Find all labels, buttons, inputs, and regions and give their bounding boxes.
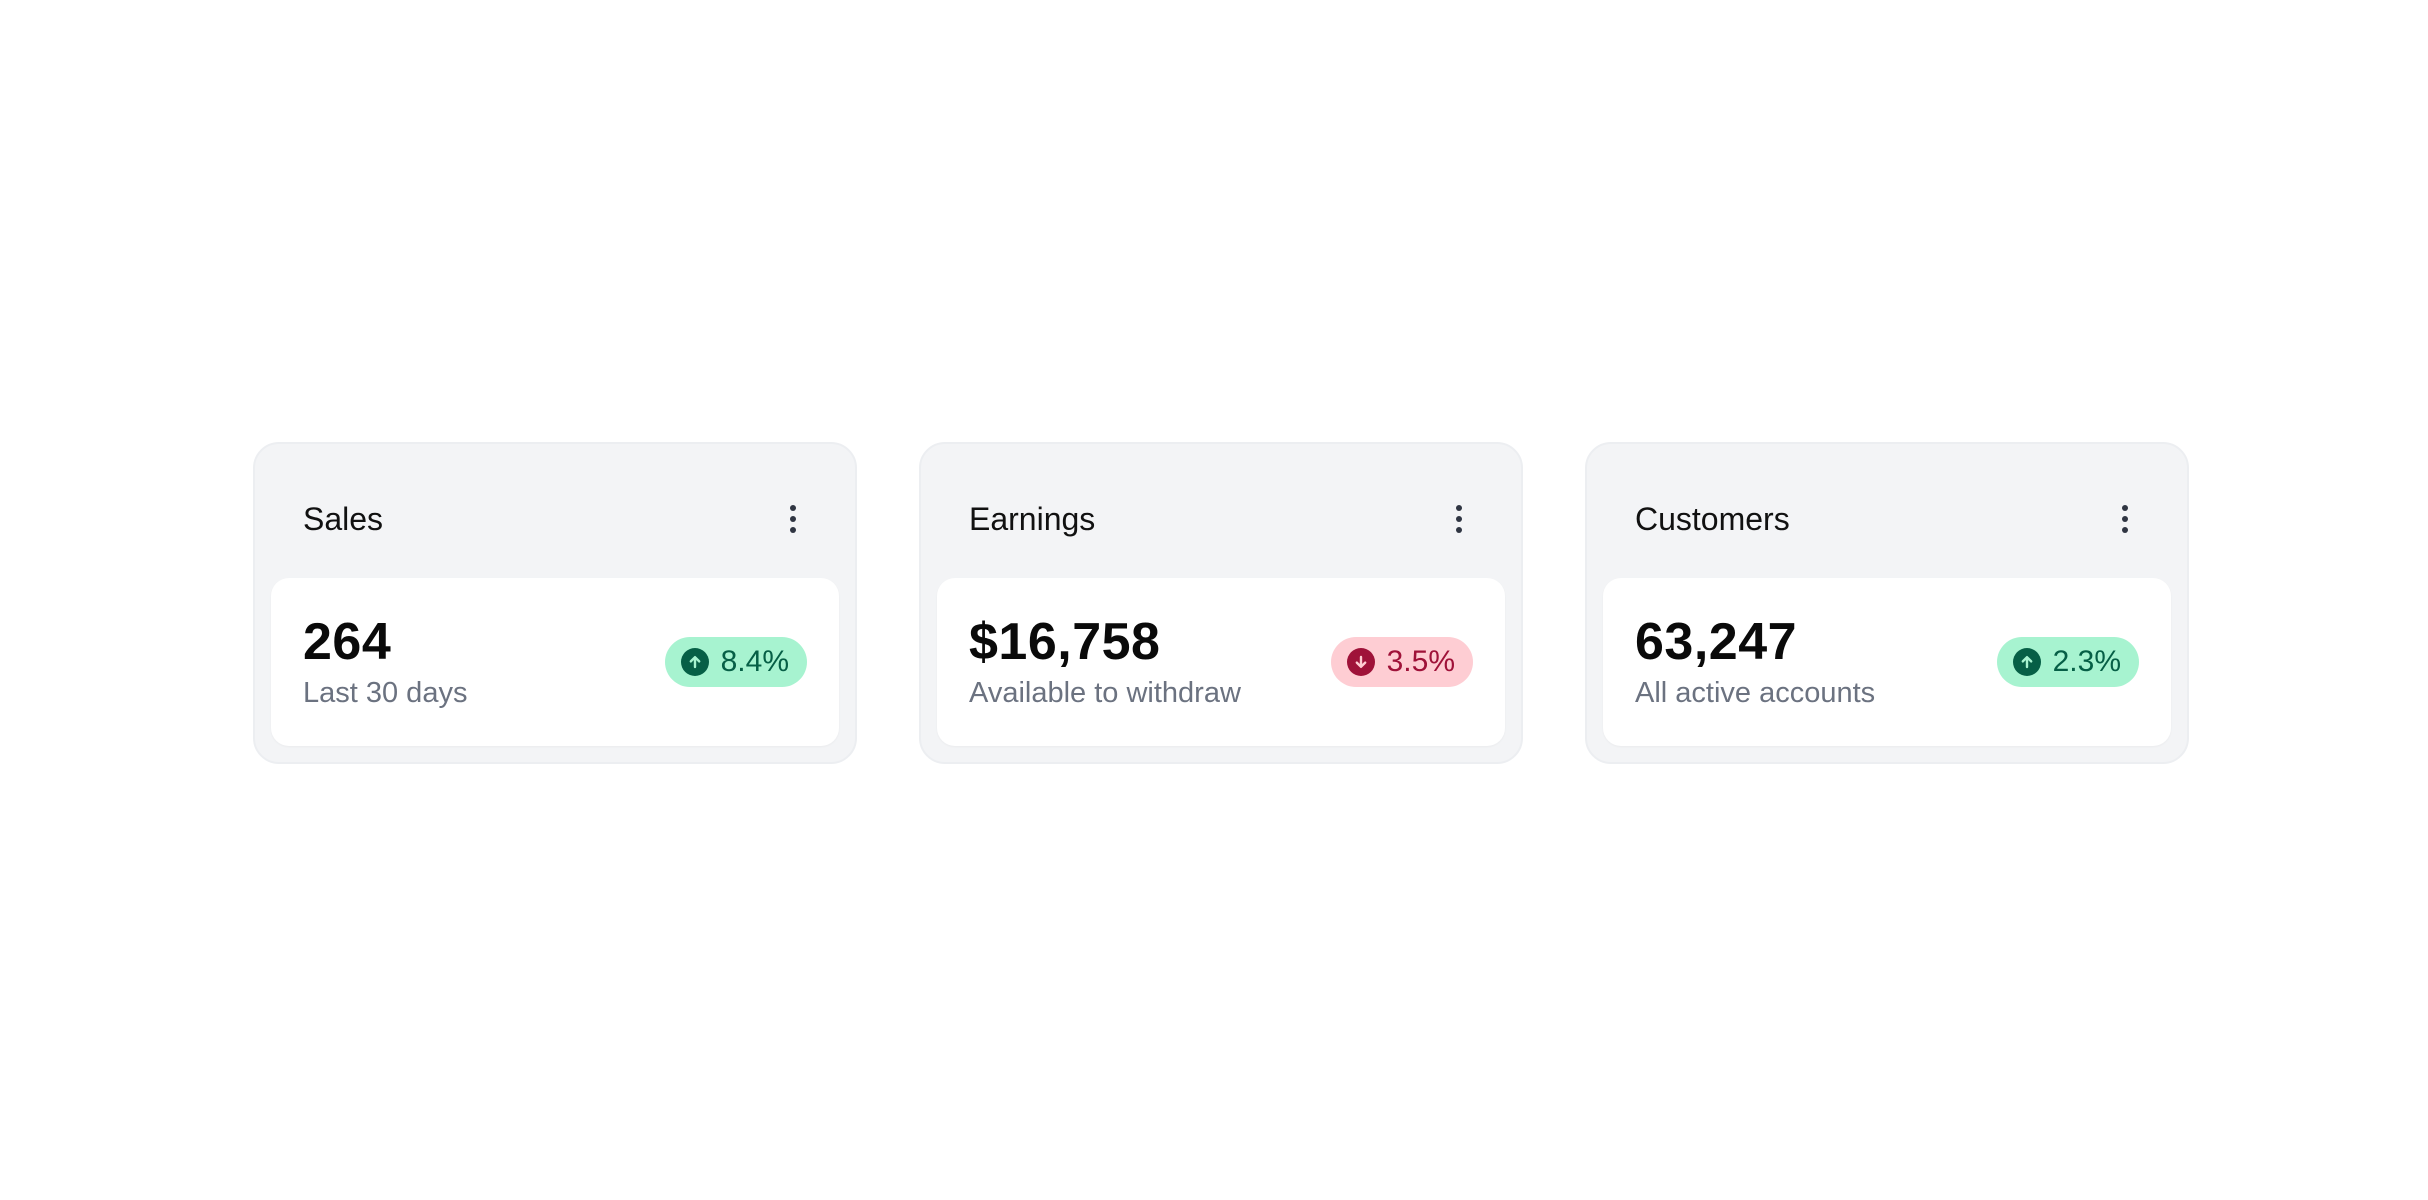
metric-caption: Available to withdraw <box>969 677 1241 710</box>
arrow-up-circle-icon <box>2012 648 2041 676</box>
metric-value: 63,247 <box>1635 612 1798 671</box>
stat-card-sales: Sales 264 Last 30 days 8.4% <box>253 442 857 764</box>
more-vertical-icon[interactable] <box>2109 499 2141 539</box>
card-header: Customers <box>1603 460 2171 578</box>
card-body: 264 Last 30 days 8.4% <box>271 578 839 746</box>
trend-badge: 3.5% <box>1330 637 1473 687</box>
card-title: Earnings <box>969 500 1096 537</box>
trend-change: 8.4% <box>720 645 789 678</box>
stat-card-earnings: Earnings $16,758 Available to withdraw 3… <box>919 442 1523 764</box>
metric-caption: Last 30 days <box>303 677 468 710</box>
metric-value: 264 <box>303 612 392 671</box>
trend-badge: 2.3% <box>1996 637 2139 687</box>
card-header: Sales <box>271 460 839 578</box>
more-vertical-icon[interactable] <box>1443 499 1475 539</box>
metric: $16,758 Available to withdraw <box>969 612 1241 710</box>
trend-change: 2.3% <box>2052 645 2121 678</box>
metric-value: $16,758 <box>969 612 1161 671</box>
arrow-down-circle-icon <box>1346 648 1375 676</box>
trend-change: 3.5% <box>1386 645 1455 678</box>
arrow-up-circle-icon <box>680 648 709 676</box>
card-title: Customers <box>1635 500 1790 537</box>
trend-badge: 8.4% <box>664 637 807 687</box>
card-body: 63,247 All active accounts 2.3% <box>1603 578 2171 746</box>
stat-card-customers: Customers 63,247 All active accounts 2.3… <box>1585 442 2189 764</box>
card-body: $16,758 Available to withdraw 3.5% <box>937 578 1505 746</box>
stats-cards-row: Sales 264 Last 30 days 8.4% Earnings <box>253 442 2189 764</box>
card-header: Earnings <box>937 460 1505 578</box>
metric-caption: All active accounts <box>1635 677 1876 710</box>
metric: 63,247 All active accounts <box>1635 612 1876 710</box>
more-vertical-icon[interactable] <box>777 499 809 539</box>
metric: 264 Last 30 days <box>303 612 468 710</box>
card-title: Sales <box>303 500 384 537</box>
